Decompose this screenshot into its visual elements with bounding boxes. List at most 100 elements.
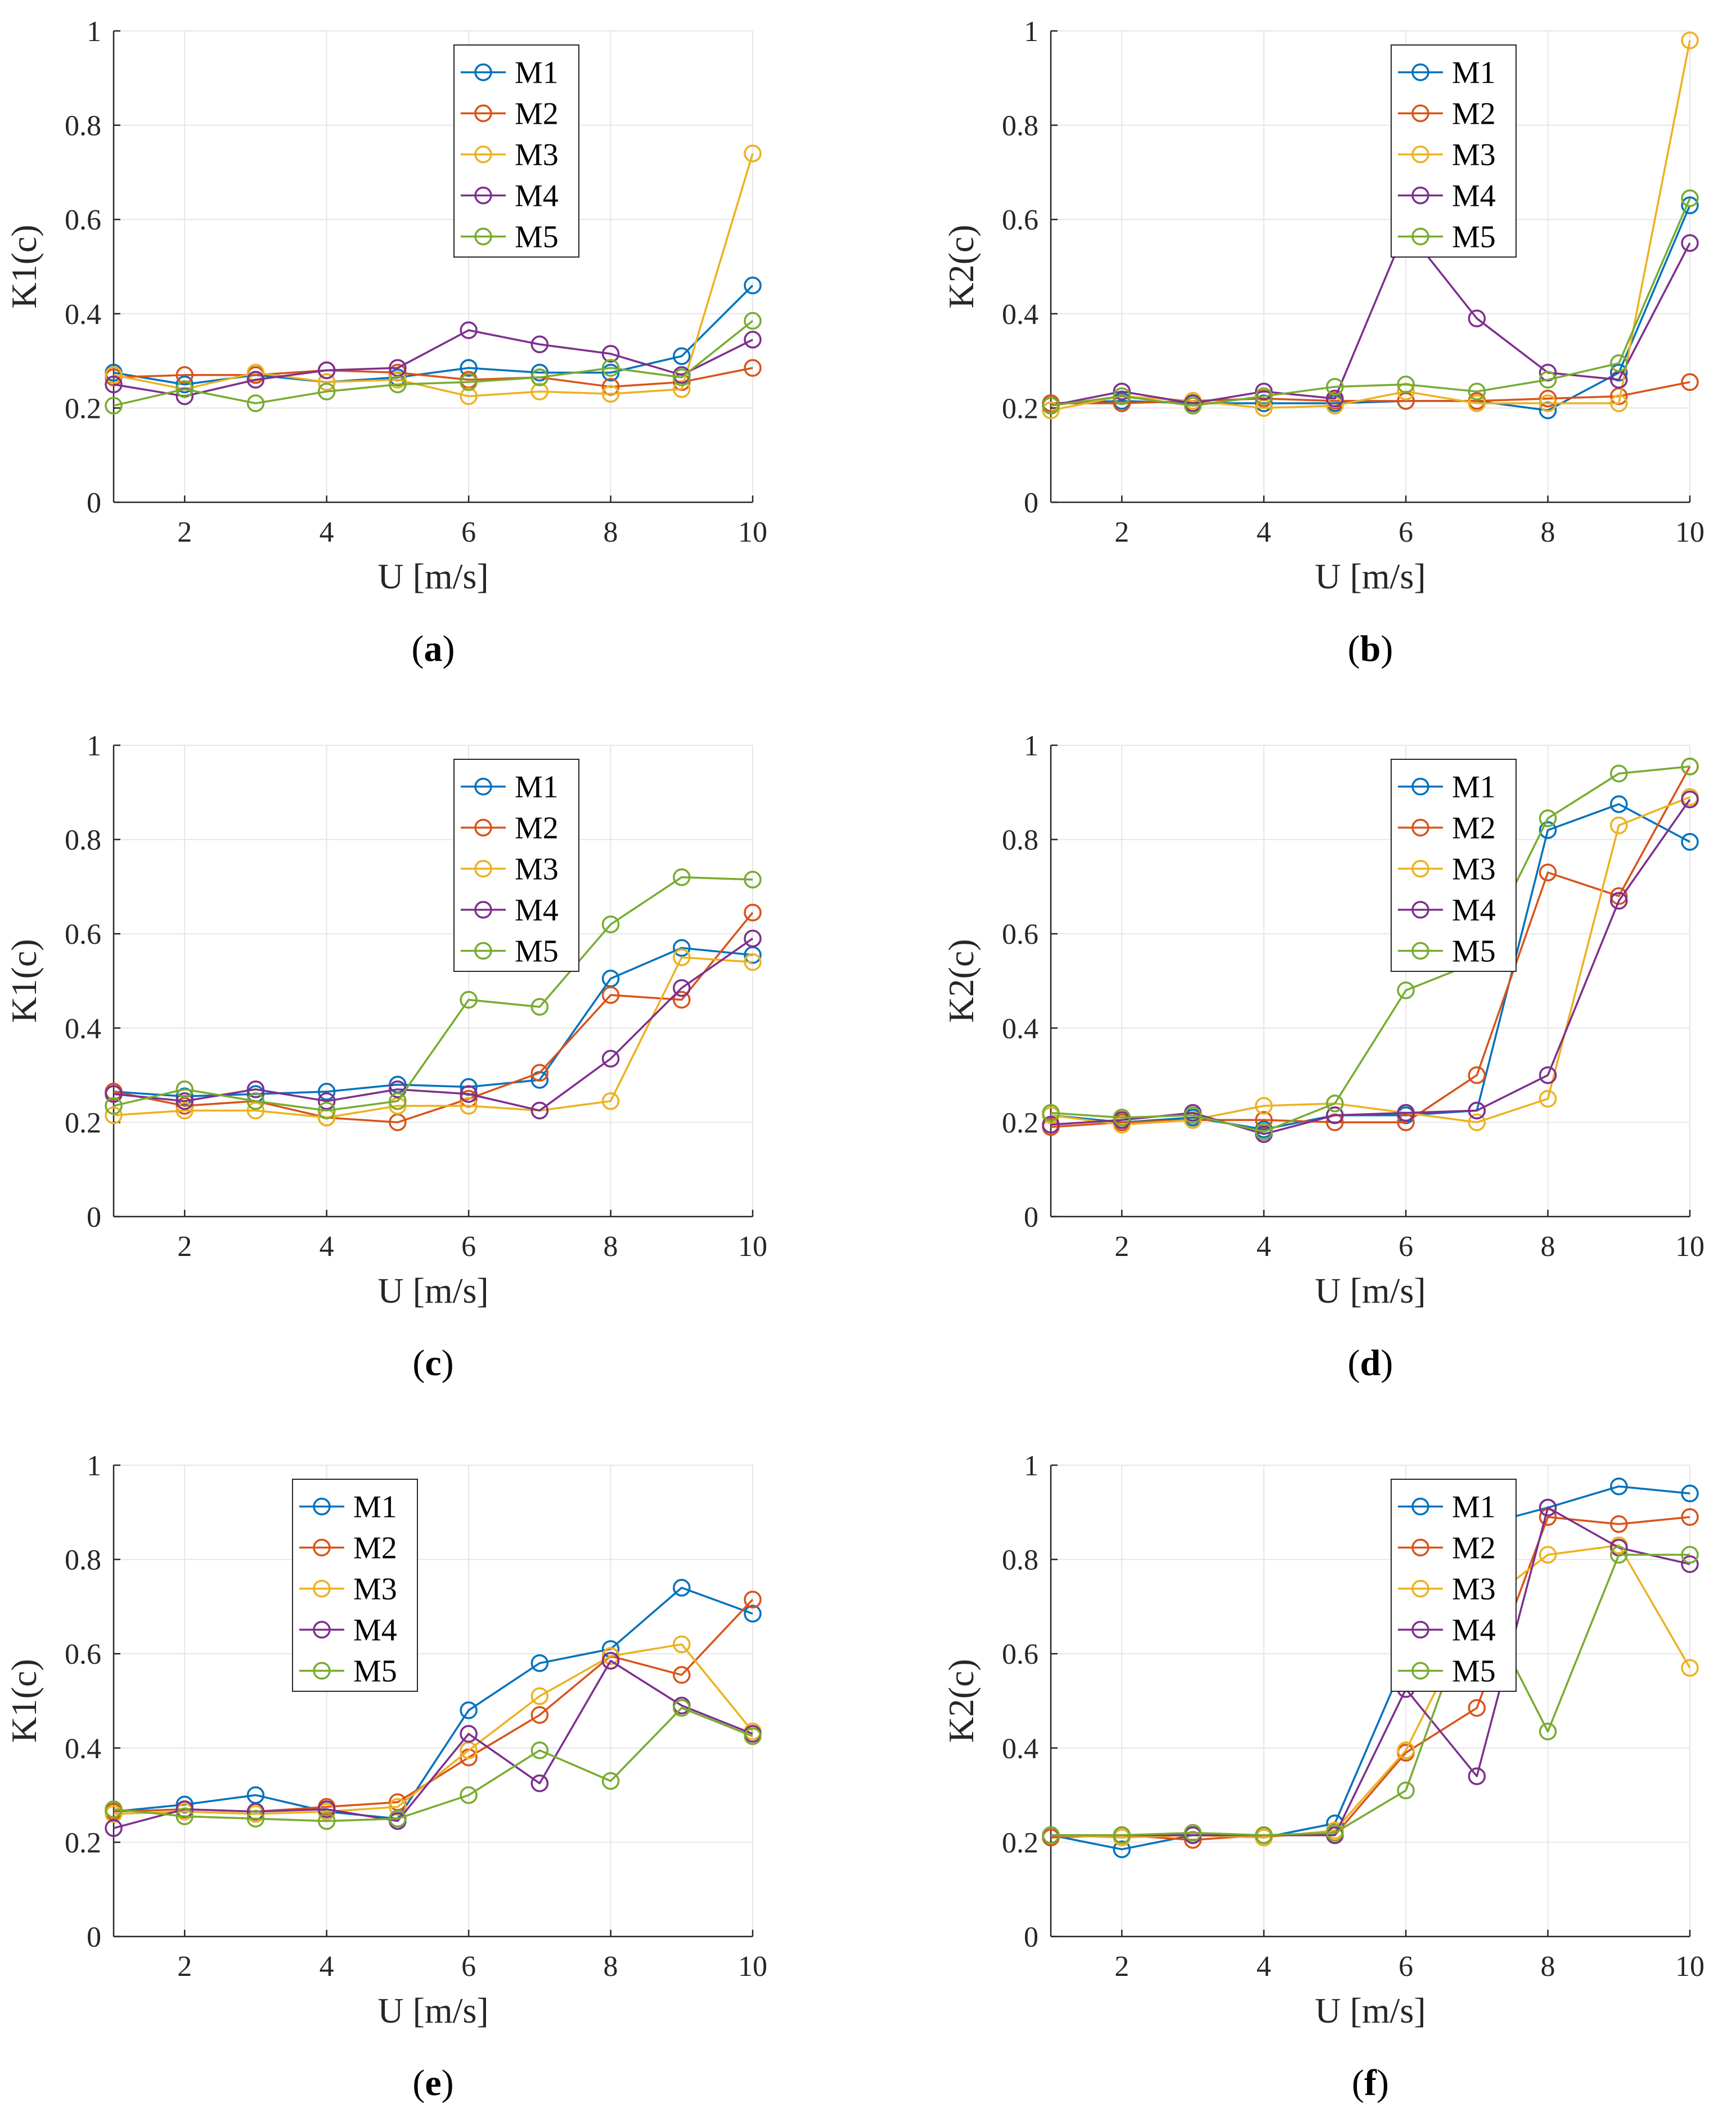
y-tick-label: 0.6 <box>65 918 101 951</box>
y-tick-label: 0.2 <box>65 1107 101 1139</box>
legend-marker-m5 <box>313 1661 331 1680</box>
data-point-m4 <box>1113 382 1131 400</box>
legend-box <box>1391 44 1517 258</box>
data-point-m2 <box>673 990 691 1009</box>
data-point-m5 <box>105 397 123 415</box>
data-point-m3 <box>389 371 407 389</box>
grid <box>1051 1465 1690 1937</box>
legend-box <box>453 44 579 258</box>
y-tick-label: 0 <box>1024 487 1038 519</box>
data-point-m5 <box>1326 1823 1344 1842</box>
series-m5 <box>105 868 762 1120</box>
data-point-m4 <box>1468 309 1486 327</box>
panel-c: 2 4 6 8 10 0 0.2 0.4 0.6 0.8 1 U [m/s] K1(c) M1 M2 M3 M4… <box>4 730 767 1384</box>
series-line-m1 <box>1050 803 1690 1131</box>
data-point-m3 <box>1681 1659 1699 1677</box>
data-point-m5 <box>1254 1826 1273 1844</box>
data-point-m3 <box>1681 31 1699 49</box>
data-point-m3 <box>673 380 691 398</box>
data-point-m4 <box>530 1101 549 1120</box>
series-line-m3 <box>1050 40 1691 412</box>
legend-marker-m1 <box>1411 1497 1429 1516</box>
legend-marker-m2 <box>1411 104 1429 123</box>
data-point-m3 <box>601 1092 620 1110</box>
x-tick-label: 8 <box>604 1951 618 1983</box>
series-m5 <box>1042 1546 1699 1844</box>
y-tick-label: 0.8 <box>65 825 101 857</box>
data-point-m5 <box>744 1727 762 1745</box>
x-tick-label: 10 <box>738 1231 767 1263</box>
panel-caption: (b) <box>1348 628 1393 669</box>
data-point-m3 <box>1610 816 1628 835</box>
data-point-m4 <box>105 1085 123 1103</box>
x-tick-label: 4 <box>1257 516 1271 548</box>
data-point-m1 <box>744 1605 762 1623</box>
data-point-m1 <box>530 363 549 382</box>
data-point-m1 <box>1681 196 1699 214</box>
x-tick-label: 8 <box>1541 1231 1555 1263</box>
data-point-m2 <box>744 359 762 377</box>
legend-marker-m1 <box>1411 777 1429 796</box>
legend-label-m5: M5 <box>515 934 559 969</box>
data-point-m4 <box>105 1819 123 1838</box>
x-tick-label: 6 <box>461 516 476 548</box>
y-tick-label: 0.8 <box>65 1544 101 1577</box>
series-line-m4 <box>113 329 753 398</box>
y-tick-label: 0.2 <box>1002 1827 1038 1859</box>
panel-b: 2 4 6 8 10 0 0.2 0.4 0.6 0.8 1 U [m/s] K2(c) M1 M2 M3 M4… <box>941 16 1704 669</box>
data-point-m4 <box>601 1050 620 1068</box>
legend-marker-m3 <box>1411 145 1429 164</box>
series-line-m5 <box>113 876 753 1112</box>
y-tick-label: 0 <box>87 1201 101 1233</box>
data-point-m4 <box>673 979 691 997</box>
data-point-m3 <box>744 953 762 971</box>
legend-box <box>453 759 579 972</box>
legend-label-m4: M4 <box>515 179 559 214</box>
y-tick-label: 0.6 <box>65 204 101 236</box>
data-point-m4 <box>1397 1104 1415 1122</box>
data-point-m5 <box>530 998 549 1016</box>
y-axis-label: K1(c) <box>4 1659 44 1742</box>
x-tick-label: 8 <box>1541 1951 1555 1983</box>
data-point-m5 <box>673 868 691 886</box>
legend-label-m3: M3 <box>515 138 559 173</box>
legend-marker-m2 <box>474 818 492 837</box>
legend-marker-m1 <box>1411 63 1429 82</box>
data-point-m3 <box>1254 1097 1273 1115</box>
panel-e: 2 4 6 8 10 0 0.2 0.4 0.6 0.8 1 U [m/s] K1(c) M1 M2 M3 M4… <box>4 1450 767 2104</box>
data-point-m4 <box>1681 234 1699 252</box>
legend-marker-m4 <box>1411 186 1429 205</box>
data-point-m4 <box>317 361 336 380</box>
panel-caption: (c) <box>412 1343 453 1384</box>
series-line-m4 <box>1050 228 1691 407</box>
legend: M1 M2 M3 M4 M5 <box>453 759 579 972</box>
data-point-m4 <box>460 1085 478 1103</box>
data-point-m3 <box>530 382 549 400</box>
data-point-m2 <box>1539 863 1557 882</box>
x-tick-label: 2 <box>177 1231 192 1263</box>
data-point-m3 <box>1539 394 1557 412</box>
data-point-m5 <box>1610 764 1628 783</box>
data-point-m5 <box>1042 1104 1060 1122</box>
legend-label-m5: M5 <box>515 220 559 255</box>
data-point-m5 <box>317 382 336 400</box>
data-point-m2 <box>744 903 762 922</box>
series-m2 <box>105 359 762 396</box>
x-axis-label: U [m/s] <box>377 1271 488 1311</box>
data-point-m2 <box>1254 1111 1273 1129</box>
data-point-m3 <box>317 373 336 391</box>
data-point-m5 <box>1184 1823 1202 1842</box>
data-point-m5 <box>530 1741 549 1759</box>
data-point-m5 <box>246 1092 265 1110</box>
data-point-m5 <box>601 1772 620 1790</box>
data-point-m1 <box>1610 795 1628 813</box>
y-tick-label: 1 <box>1024 16 1038 48</box>
legend-label-m4: M4 <box>1452 893 1496 928</box>
legend-label-m2: M2 <box>1452 811 1496 846</box>
x-tick-label: 6 <box>461 1951 476 1983</box>
data-point-m1 <box>1113 1840 1131 1858</box>
data-point-m4 <box>317 1092 336 1110</box>
legend-marker-m5 <box>474 942 492 960</box>
legend-label-m4: M4 <box>1452 179 1496 214</box>
y-tick-label: 0 <box>87 487 101 519</box>
